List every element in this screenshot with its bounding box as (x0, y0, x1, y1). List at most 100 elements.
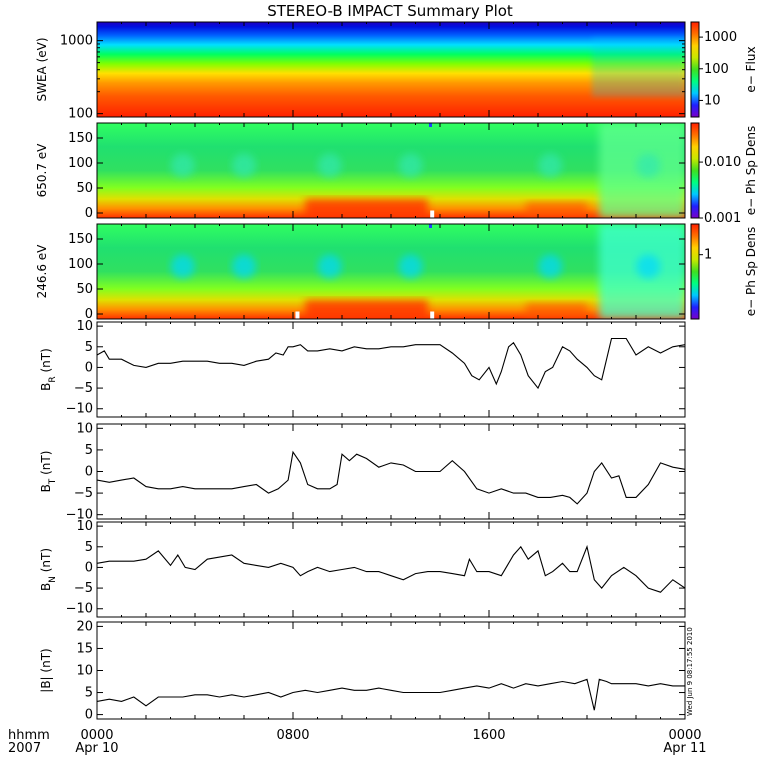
y-tick-label: 0 (85, 360, 93, 375)
y-tick-label: 10 (76, 519, 93, 534)
swea-spectrogram (97, 22, 685, 117)
pad246-gap (295, 311, 300, 319)
y-tick-label: 5 (85, 443, 93, 458)
y-axis-label: |B| (nT) (39, 648, 53, 692)
y-tick-label: 15 (76, 641, 93, 656)
y-tick-label: −10 (66, 402, 93, 417)
pad650-blob (398, 153, 423, 178)
y-axis-label: SWEA (eV) (35, 37, 49, 101)
y-tick-label: 1000 (60, 34, 93, 49)
Bmag-series-line (97, 678, 685, 711)
pad246-blob (398, 254, 423, 279)
panel-frame (96, 621, 686, 720)
y-label-subscript: N (48, 576, 58, 583)
y-tick-label: 0 (85, 560, 93, 575)
panel-BR: BR (nT) −10 −5 0 5 10 (39, 319, 686, 418)
y-tick-label: 150 (68, 232, 93, 247)
y-label-main: B (39, 484, 53, 492)
y-tick-label: 100 (68, 257, 93, 272)
y-axis-label: BR (nT) (39, 348, 58, 391)
x-tick-label: 0000 (668, 728, 701, 743)
y-label-unit: (nT) (39, 451, 53, 479)
swea-late-band (591, 37, 685, 97)
BT-series-line (97, 450, 685, 505)
pad650-gap (430, 210, 435, 218)
y-axis-label: 650.7 eV (35, 143, 49, 198)
y-tick-label: 10 (76, 421, 93, 436)
colorbar-label: e− Ph Sp Dens (744, 227, 758, 316)
y-tick-label: 10 (76, 319, 93, 334)
y-tick-label: 20 (76, 619, 93, 634)
y-label-unit: (nT) (39, 648, 53, 676)
panel-frame (96, 423, 686, 520)
y-label-subscript: R (48, 376, 58, 382)
timestamp: Wed Jun 9 08:17:55 2010 (686, 627, 694, 716)
y-tick-label: 0 (85, 206, 93, 221)
pad246-blob (636, 254, 661, 279)
panel-frame (96, 321, 686, 418)
y-axis-label: BT (nT) (39, 451, 58, 493)
pad246-spectrogram (97, 224, 685, 319)
x-tick-label: 0000 (80, 728, 113, 743)
y-label-main: |B| (39, 676, 53, 692)
x-axis-row1-label: hhmm (8, 728, 50, 743)
pad650-blob (317, 153, 342, 178)
pad650-hot-band (525, 202, 587, 218)
pad650-blob (636, 153, 661, 178)
y-axis-label: 246.6 eV (35, 244, 49, 299)
y-label-main: B (39, 583, 53, 591)
y-tick-label: 0 (85, 708, 93, 723)
BR-series-line (97, 337, 685, 390)
swea-colorbar (690, 21, 700, 118)
x-tick-label: 0800 (276, 728, 309, 743)
swea-flux-band (97, 22, 685, 117)
panel-BT: BT (nT) −10 −5 0 5 10 (39, 421, 686, 523)
pad246-hot-band (305, 300, 428, 319)
panel-pad246: 1 e− Ph Sp Dens 246.6 eV 0 50 100 150 (35, 223, 758, 322)
colorbar-tick-label: 1000 (704, 30, 737, 45)
y-tick-label: 5 (85, 686, 93, 701)
colorbar-tick-label: 0.010 (704, 155, 741, 170)
colorbar-tick-label: 1 (704, 248, 712, 263)
y-label-main: B (39, 383, 53, 391)
y-tick-label: 5 (85, 340, 93, 355)
y-axis-label: BN (nT) (39, 548, 58, 591)
pad246-blob (232, 254, 256, 279)
pad246-blob (170, 254, 195, 279)
colorbar-tick-label: 100 (704, 62, 729, 77)
x-tick-sublabel: Apr 11 (663, 741, 706, 756)
y-tick-label: 5 (85, 540, 93, 555)
y-tick-label: −10 (66, 602, 93, 617)
pad246-blob (317, 254, 342, 279)
y-label-unit: (nT) (39, 348, 53, 376)
pad650-blob (170, 153, 195, 178)
y-label-subscript: T (48, 478, 58, 485)
pad246-colorbar (690, 223, 700, 320)
pad650-blob (232, 153, 256, 178)
plot-title: STEREO-B IMPACT Summary Plot (267, 2, 513, 20)
y-label-unit: (nT) (39, 548, 53, 576)
colorbar-label: e− Flux (744, 46, 758, 92)
x-tick-sublabel: Apr 10 (75, 741, 118, 756)
panel-frame (96, 521, 686, 618)
y-tick-label: −5 (74, 486, 93, 501)
y-tick-label: −5 (74, 381, 93, 396)
panel-Bmag: |B| (nT) 0 5 10 15 20 (39, 619, 686, 723)
colorbar-tick-label: 0.001 (704, 211, 741, 226)
BN-series-line (97, 544, 685, 593)
y-tick-label: 150 (68, 131, 93, 146)
y-tick-label: 100 (68, 107, 93, 122)
pad650-marker (428, 123, 432, 127)
y-tick-label: 0 (85, 465, 93, 480)
panel-BN: BN (nT) −10 −5 0 5 10 (39, 519, 686, 618)
y-tick-label: −10 (66, 508, 93, 523)
y-tick-label: 0 (85, 307, 93, 322)
y-tick-label: 10 (76, 664, 93, 679)
pad650-colorbar (690, 122, 700, 219)
pad650-hot-band (305, 199, 428, 218)
colorbar-tick-label: 10 (704, 93, 721, 108)
pad246-marker (428, 224, 432, 228)
pad246-blob (538, 254, 563, 279)
